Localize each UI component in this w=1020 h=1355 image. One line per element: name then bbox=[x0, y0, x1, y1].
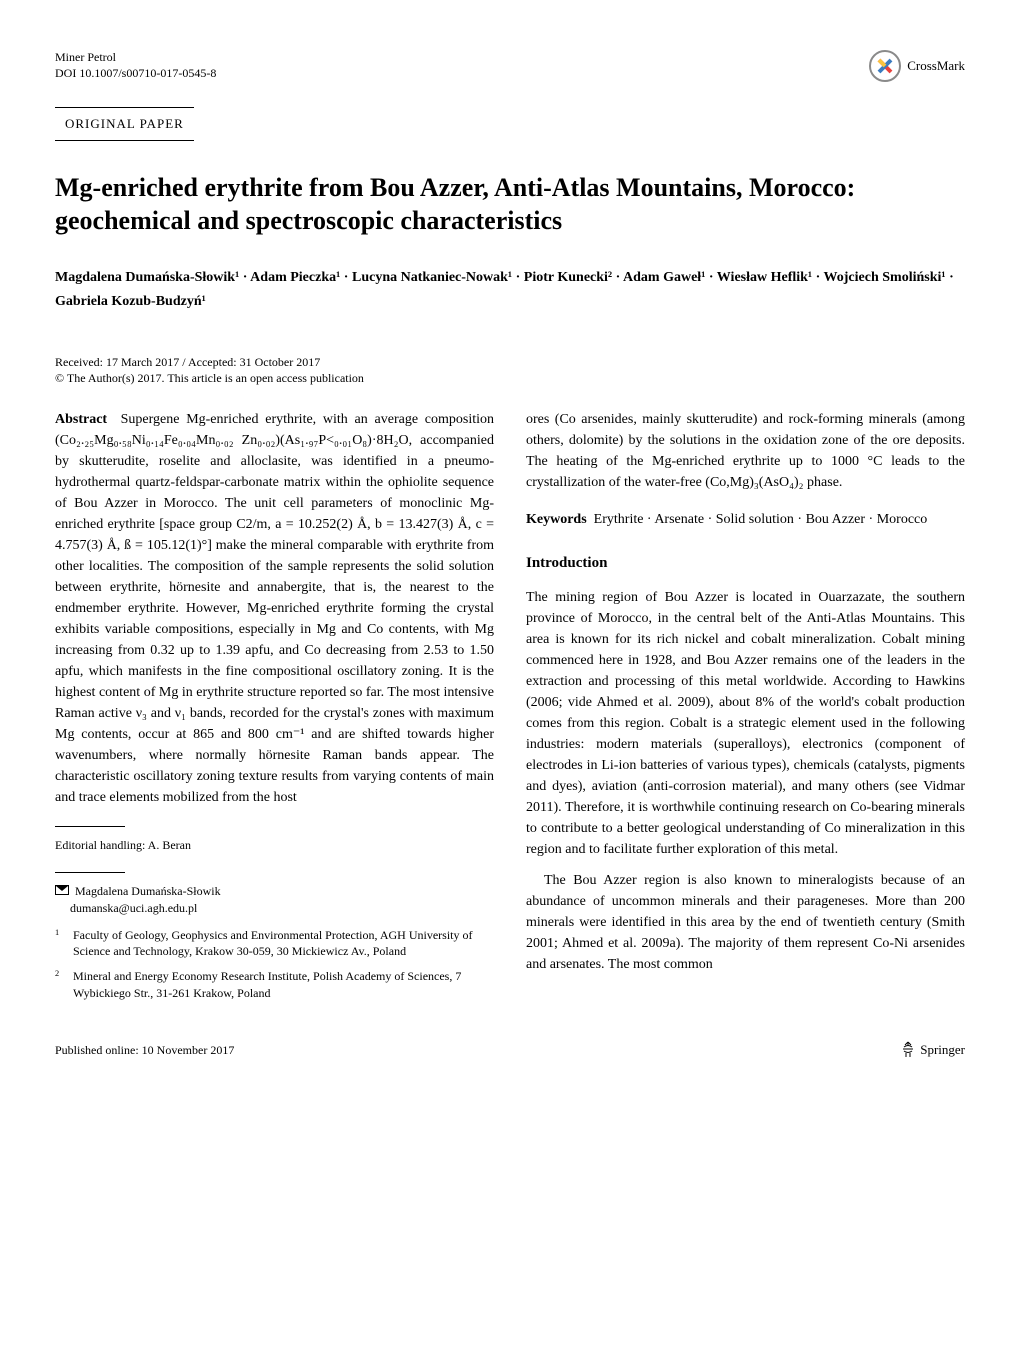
article-type: ORIGINAL PAPER bbox=[55, 107, 194, 141]
article-title: Mg-enriched erythrite from Bou Azzer, An… bbox=[55, 171, 965, 239]
corresponding-author: Magdalena Dumańska-Słowik dumanska@uci.a… bbox=[55, 883, 494, 917]
affil-num-1: 1 bbox=[55, 927, 73, 961]
journal-name: Miner Petrol bbox=[55, 50, 216, 66]
publisher-logo: Springer bbox=[899, 1040, 965, 1060]
abstract-continuation: ores (Co arsenides, mainly skutterudite)… bbox=[526, 409, 965, 493]
editorial-handling: Editorial handling: A. Beran bbox=[55, 837, 494, 854]
author-list: Magdalena Dumańska-Słowik¹ · Adam Pieczk… bbox=[55, 266, 965, 314]
abstract: Abstract Supergene Mg-enriched erythrite… bbox=[55, 409, 494, 808]
springer-icon bbox=[899, 1041, 917, 1059]
affiliation-2: 2 Mineral and Energy Economy Research In… bbox=[55, 968, 494, 1002]
abstract-body: Supergene Mg-enriched erythrite, with an… bbox=[55, 412, 494, 805]
intro-para-2: The Bou Azzer region is also known to mi… bbox=[526, 870, 965, 975]
affil-num-2: 2 bbox=[55, 968, 73, 1002]
left-column: Abstract Supergene Mg-enriched erythrite… bbox=[55, 409, 494, 1010]
right-column: ores (Co arsenides, mainly skutterudite)… bbox=[526, 409, 965, 1010]
footnote-divider bbox=[55, 826, 125, 827]
keywords: Keywords Erythrite · Arsenate · Solid so… bbox=[526, 509, 965, 530]
page-header: Miner Petrol DOI 10.1007/s00710-017-0545… bbox=[55, 50, 965, 82]
abstract-label: Abstract bbox=[55, 412, 107, 427]
crossmark-badge[interactable]: CrossMark bbox=[869, 50, 965, 82]
doi: DOI 10.1007/s00710-017-0545-8 bbox=[55, 66, 216, 82]
publisher-name: Springer bbox=[920, 1040, 965, 1060]
journal-meta: Miner Petrol DOI 10.1007/s00710-017-0545… bbox=[55, 50, 216, 81]
corr-email: dumanska@uci.agh.edu.pl bbox=[70, 901, 197, 915]
copyright: © The Author(s) 2017. This article is an… bbox=[55, 370, 965, 387]
page-footer: Published online: 10 November 2017 Sprin… bbox=[55, 1040, 965, 1060]
affil-text-1: Faculty of Geology, Geophysics and Envir… bbox=[73, 927, 494, 961]
keywords-label: Keywords bbox=[526, 512, 587, 527]
affil-text-2: Mineral and Energy Economy Research Inst… bbox=[73, 968, 494, 1002]
crossmark-icon bbox=[869, 50, 901, 82]
footnote-divider-2 bbox=[55, 872, 125, 873]
received-accepted: Received: 17 March 2017 / Accepted: 31 O… bbox=[55, 354, 965, 371]
article-dates: Received: 17 March 2017 / Accepted: 31 O… bbox=[55, 354, 965, 388]
corr-name: Magdalena Dumańska-Słowik bbox=[75, 884, 221, 898]
intro-para-1: The mining region of Bou Azzer is locate… bbox=[526, 587, 965, 860]
introduction-heading: Introduction bbox=[526, 552, 965, 575]
mail-icon bbox=[55, 885, 69, 895]
published-online: Published online: 10 November 2017 bbox=[55, 1041, 234, 1059]
main-columns: Abstract Supergene Mg-enriched erythrite… bbox=[55, 409, 965, 1010]
keywords-text: Erythrite · Arsenate · Solid solution · … bbox=[594, 512, 928, 527]
crossmark-label: CrossMark bbox=[907, 56, 965, 76]
affiliation-1: 1 Faculty of Geology, Geophysics and Env… bbox=[55, 927, 494, 961]
